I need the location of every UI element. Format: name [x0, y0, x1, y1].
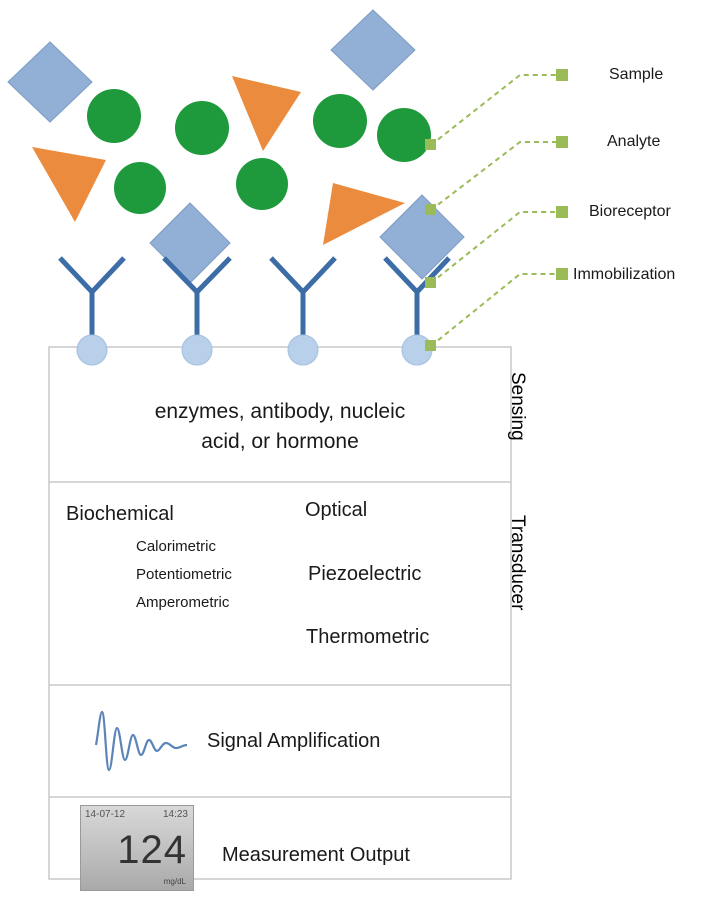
glucose-meter-display: 14-07-12 14:23 124 mg/dL: [80, 805, 194, 891]
transducer-biochemical: Biochemical: [66, 503, 174, 525]
transducer-optical: Optical: [305, 499, 368, 521]
marker-tip: [425, 340, 436, 351]
frame-outline: [48, 346, 512, 880]
connector-bioreceptor: [430, 211, 560, 284]
marker-analyte: [556, 136, 568, 148]
connector-sample: [430, 74, 560, 146]
transducer-calorimetric: Calorimetric: [136, 538, 217, 555]
transducer-potentiometric: Potentiometric: [136, 566, 232, 583]
diamond-shape: [7, 41, 93, 123]
receptor-y-shape: [383, 256, 451, 340]
legend-analyte-label: Analyte: [607, 133, 661, 150]
triangle-shape: [323, 183, 405, 245]
signal-wave-icon: [94, 710, 188, 772]
marker-tip: [425, 277, 436, 288]
legend-immobilization-label: Immobilization: [573, 266, 676, 283]
circle-shape: [377, 108, 431, 162]
connector-analyte: [430, 141, 560, 211]
legend-connectors: [430, 74, 560, 347]
sections-frame: [48, 346, 512, 880]
bead-shape: [181, 334, 213, 366]
meter-date: 14-07-12: [85, 809, 126, 820]
transducer-thermometric: Thermometric: [306, 626, 430, 648]
immobilization-beads: [76, 334, 433, 366]
circle-shape: [114, 162, 166, 214]
sample-triangles: [32, 76, 405, 245]
analyte-circles: [87, 89, 431, 214]
circle-shape: [236, 158, 288, 210]
triangle-shape: [32, 147, 106, 222]
circle-shape: [175, 101, 229, 155]
meter-reading: 124: [117, 828, 187, 872]
marker-tip: [425, 139, 436, 150]
meter-time: 14:23: [162, 809, 188, 820]
receptor-y-shape: [58, 256, 126, 340]
sensing-side-label: Sensing: [507, 372, 528, 441]
bead-shape: [287, 334, 319, 366]
legend-sample-label: Sample: [609, 66, 664, 83]
marker-bioreceptor: [556, 206, 568, 218]
diamond-shape: [330, 9, 416, 91]
marker-immobilization: [556, 268, 568, 280]
measurement-output-label: Measurement Output: [222, 844, 410, 866]
sensing-text-line1: enzymes, antibody, nucleic: [154, 400, 406, 423]
bioreceptors: [58, 256, 451, 340]
sensing-text-line2: acid, or hormone: [201, 430, 359, 453]
transducer-piezoelectric: Piezoelectric: [308, 563, 422, 585]
transducer-side-label: Transducer: [507, 515, 528, 611]
circle-shape: [87, 89, 141, 143]
meter-unit: mg/dL: [163, 877, 186, 886]
legend-bioreceptor-label: Bioreceptor: [589, 203, 671, 220]
triangle-shape: [232, 76, 301, 151]
circle-shape: [313, 94, 367, 148]
marker-sample: [556, 69, 568, 81]
legend-markers: [425, 69, 568, 351]
diamond-shape: [379, 194, 465, 280]
signal-amplification-label: Signal Amplification: [207, 730, 381, 752]
transducer-amperometric: Amperometric: [136, 594, 230, 611]
receptor-y-shape: [269, 256, 337, 340]
connector-immobilization: [430, 273, 560, 347]
sample-diamonds: [7, 9, 465, 284]
receptor-y-shape: [162, 256, 232, 340]
marker-tip: [425, 204, 436, 215]
bead-shape: [76, 334, 108, 366]
